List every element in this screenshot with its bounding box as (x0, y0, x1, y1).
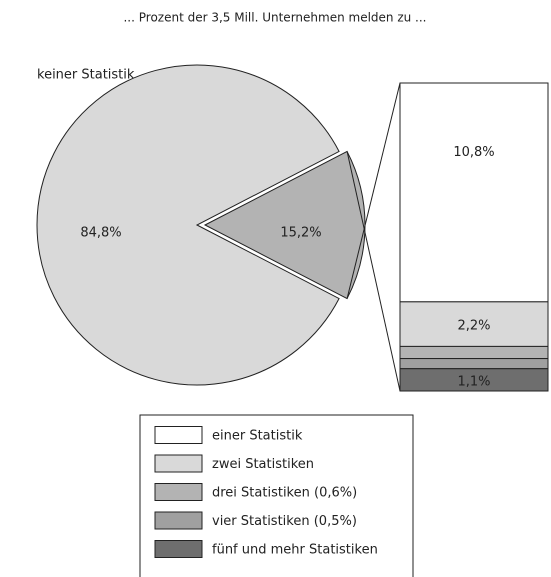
legend-swatch (154, 540, 203, 558)
bar-segment (399, 301, 549, 347)
legend-swatch (154, 511, 203, 530)
category-label: keiner Statistik (37, 68, 135, 83)
legend-label: zwei Statistiken (212, 457, 314, 472)
bar-segment (399, 82, 549, 303)
legend-label: einer Statistik (212, 429, 303, 444)
bar-label: 2,2% (457, 319, 490, 334)
bar-segment (399, 368, 549, 392)
legend-swatch (154, 454, 203, 473)
chart-title: ... Prozent der 3,5 Mill. Unternehmen me… (123, 11, 426, 25)
bar-label: 10,8% (453, 145, 494, 160)
legend-label: vier Statistiken (0,5%) (212, 514, 357, 529)
bar-segment (399, 345, 549, 360)
slice-label: 84,8% (80, 226, 121, 241)
pie-slice (36, 64, 340, 386)
connector (346, 151, 401, 392)
legend-swatch (154, 483, 203, 501)
connector (346, 82, 401, 299)
bar-segment (399, 358, 549, 370)
legend-label: drei Statistiken (0,6%) (212, 486, 357, 501)
slice-label: 15,2% (280, 226, 321, 241)
legend-swatch (154, 426, 203, 444)
bar-label: 1,1% (457, 374, 490, 389)
legend-label: fünf und mehr Statistiken (212, 543, 378, 558)
